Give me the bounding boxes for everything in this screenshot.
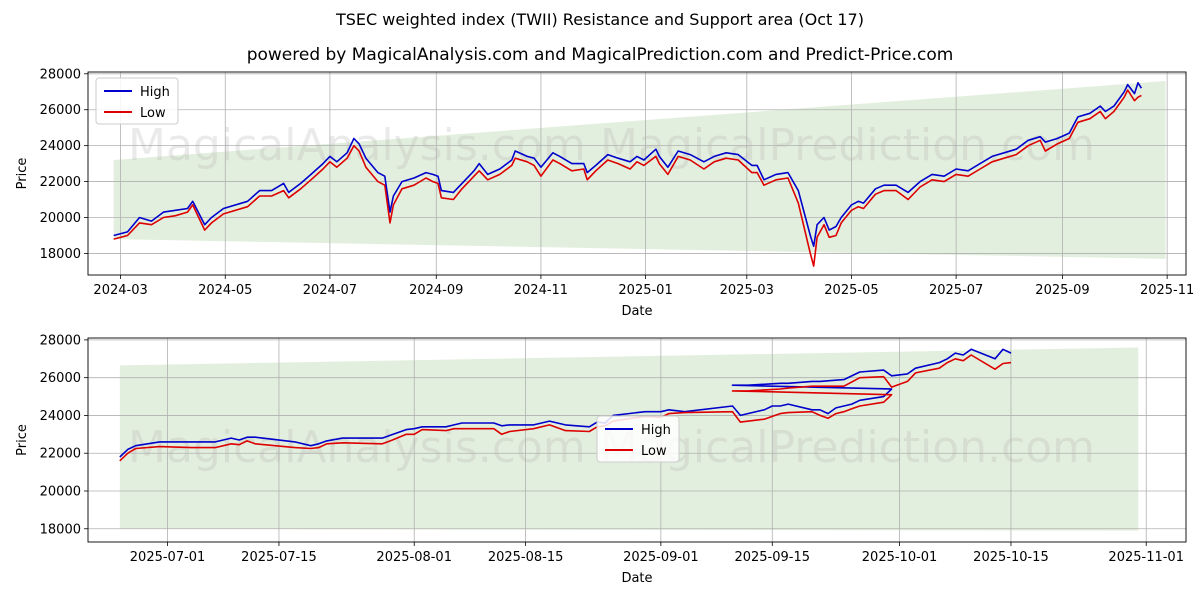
y-tick-label: 22000 [40,175,81,190]
legend: High Low [596,415,680,463]
y-tick-label: 24000 [40,139,81,154]
x-tick-label: 2025-07-15 [241,550,317,565]
x-tick-label: 2024-03 [93,283,147,298]
x-tick-label: 2025-10-01 [862,550,938,565]
x-axis-label: Date [621,571,652,586]
x-tick-label: 2025-11-01 [1108,550,1184,565]
x-tick-label: 2025-05 [824,283,878,298]
chart-subtitle: powered by MagicalAnalysis.com and Magic… [246,45,954,65]
x-tick-label: 2025-11 [1140,283,1194,298]
y-tick-label: 18000 [40,247,81,262]
x-tick-label: 2025-09-15 [734,550,810,565]
panel-bottom: MagicalAnalysis.com MagicalPrediction.com… [15,333,1187,586]
y-tick-label: 18000 [40,522,81,537]
panel-top: MagicalAnalysis.com MagicalPrediction.com… [15,67,1194,319]
x-tick-label: 2025-10-15 [973,550,1049,565]
x-tick-label: 2024-07 [303,283,357,298]
axes-frame [87,337,1187,543]
y-tick-label: 28000 [40,333,81,348]
y-tick-label: 22000 [40,447,81,462]
x-tick-label: 2025-07 [929,283,983,298]
y-tick-label: 26000 [40,103,81,118]
x-tick-label: 2025-08-01 [376,550,452,565]
x-axis-label: Date [621,304,652,319]
axes-frame [87,71,1187,276]
legend-label-low: Low [140,106,166,121]
x-tick-label: 2025-07-01 [130,550,206,565]
y-tick-label: 24000 [40,409,81,424]
series-line-high [113,82,1143,248]
y-tick-label: 20000 [40,485,81,500]
series-line-low [119,354,1012,462]
legend-label-high: High [140,85,170,100]
y-axis-label: Price [15,158,30,190]
x-tick-label: 2024-05 [198,283,252,298]
x-tick-label: 2025-03 [720,283,774,298]
y-tick-label: 28000 [40,67,81,82]
y-axis-label: Price [15,424,30,456]
x-tick-label: 2025-09-01 [623,550,699,565]
x-tick-label: 2024-09 [409,283,463,298]
y-tick-label: 26000 [40,371,81,386]
watermark-right: MagicalPrediction.com [600,422,1095,473]
legend-label-high: High [641,423,671,438]
x-tick-label: 2025-08-15 [488,550,564,565]
chart-suptitle: TSEC weighted index (TWII) Resistance an… [336,10,864,29]
x-tick-label: 2025-09 [1035,283,1089,298]
y-tick-label: 20000 [40,211,81,226]
legend: High Low [95,77,179,125]
legend-label-low: Low [641,444,667,459]
resistance-support-band [113,80,1166,259]
x-tick-label: 2025-01 [618,283,672,298]
series-line-high [119,348,1012,458]
series-line-low [113,89,1142,267]
x-tick-label: 2024-11 [514,283,568,298]
